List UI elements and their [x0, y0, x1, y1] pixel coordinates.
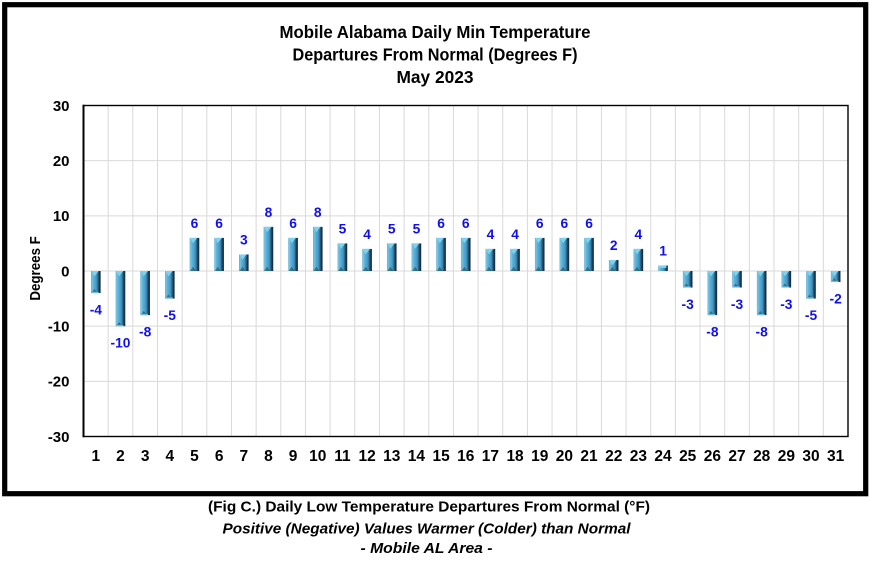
svg-text:28: 28	[753, 448, 771, 465]
svg-text:30: 30	[802, 448, 819, 465]
svg-text:8: 8	[264, 448, 273, 465]
svg-text:1: 1	[659, 244, 667, 259]
svg-text:4: 4	[487, 227, 495, 242]
svg-text:-8: -8	[139, 325, 152, 340]
svg-text:4: 4	[635, 227, 643, 242]
svg-text:10: 10	[53, 208, 70, 225]
svg-text:4: 4	[165, 448, 174, 465]
svg-text:6: 6	[536, 216, 544, 231]
svg-text:-20: -20	[48, 374, 70, 391]
svg-text:21: 21	[580, 448, 598, 465]
svg-text:Departures From Normal (Degree: Departures From Normal (Degrees F)	[293, 45, 578, 65]
svg-text:-2: -2	[830, 291, 843, 306]
svg-text:6: 6	[215, 448, 224, 465]
svg-text:18: 18	[506, 448, 524, 465]
svg-text:-8: -8	[756, 325, 769, 340]
svg-text:3: 3	[240, 233, 248, 248]
svg-text:Degrees F: Degrees F	[27, 236, 44, 301]
svg-text:25: 25	[679, 448, 697, 465]
svg-text:6: 6	[437, 216, 445, 231]
svg-text:5: 5	[413, 222, 421, 237]
svg-text:-3: -3	[731, 297, 744, 312]
svg-text:15: 15	[432, 448, 450, 465]
svg-text:20: 20	[556, 448, 573, 465]
svg-text:30: 30	[53, 98, 70, 115]
svg-text:-5: -5	[164, 308, 177, 323]
svg-text:Positive (Negative) Values War: Positive (Negative) Values Warmer (Colde…	[223, 521, 632, 538]
svg-text:7: 7	[239, 448, 248, 465]
svg-text:3: 3	[141, 448, 150, 465]
svg-text:2: 2	[116, 448, 125, 465]
svg-text:0: 0	[61, 263, 69, 280]
svg-text:26: 26	[704, 448, 722, 465]
svg-text:-10: -10	[111, 336, 131, 351]
svg-text:5: 5	[190, 448, 199, 465]
svg-text:6: 6	[585, 216, 593, 231]
svg-text:10: 10	[309, 448, 326, 465]
svg-text:22: 22	[605, 448, 622, 465]
svg-text:-30: -30	[48, 429, 70, 446]
svg-text:29: 29	[778, 448, 796, 465]
svg-text:6: 6	[561, 216, 569, 231]
svg-text:31: 31	[827, 448, 845, 465]
svg-text:-5: -5	[805, 308, 818, 323]
svg-text:24: 24	[654, 448, 672, 465]
svg-text:27: 27	[728, 448, 745, 465]
svg-text:8: 8	[265, 205, 273, 220]
svg-text:13: 13	[383, 448, 401, 465]
svg-text:6: 6	[215, 216, 223, 231]
svg-text:23: 23	[630, 448, 648, 465]
svg-text:11: 11	[334, 448, 351, 465]
svg-text:6: 6	[462, 216, 470, 231]
svg-text:-3: -3	[682, 297, 695, 312]
svg-text:17: 17	[482, 448, 499, 465]
svg-text:5: 5	[388, 222, 396, 237]
svg-text:14: 14	[408, 448, 426, 465]
svg-text:(Fig C.) Daily Low Temperature: (Fig C.) Daily Low Temperature Departure…	[208, 499, 650, 516]
svg-text:9: 9	[289, 448, 298, 465]
svg-text:8: 8	[314, 205, 322, 220]
svg-text:4: 4	[363, 227, 371, 242]
svg-text:-10: -10	[48, 318, 70, 335]
svg-text:6: 6	[289, 216, 297, 231]
svg-text:16: 16	[457, 448, 475, 465]
svg-text:May 2023: May 2023	[397, 67, 474, 87]
svg-text:20: 20	[53, 153, 70, 170]
svg-text:12: 12	[358, 448, 375, 465]
svg-text:-4: -4	[90, 302, 103, 317]
svg-text:1: 1	[92, 448, 101, 465]
svg-text:6: 6	[191, 216, 199, 231]
svg-text:- Mobile AL Area -: - Mobile AL Area -	[361, 540, 493, 557]
svg-text:-3: -3	[780, 297, 793, 312]
svg-text:5: 5	[339, 222, 347, 237]
svg-text:19: 19	[531, 448, 549, 465]
svg-text:Mobile Alabama Daily Min Tempe: Mobile Alabama Daily Min Temperature	[280, 22, 591, 42]
svg-text:4: 4	[511, 227, 519, 242]
svg-text:-8: -8	[706, 325, 719, 340]
svg-text:2: 2	[610, 238, 618, 253]
